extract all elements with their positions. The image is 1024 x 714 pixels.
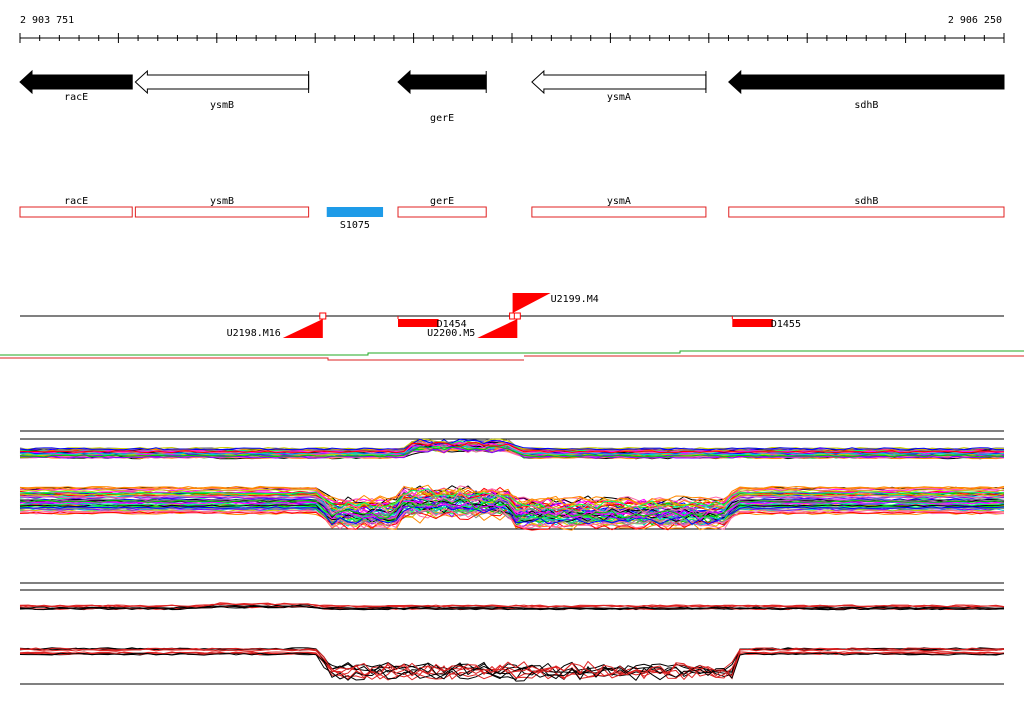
annotation-label: gerE [430, 196, 454, 207]
feature-track: S1075 [326, 207, 384, 231]
gene-label: ysmA [607, 92, 631, 103]
coverage-track [0, 350, 1024, 361]
expression-line [19, 444, 1004, 456]
annotation-track: racE ysmB gerE ysmA sdhB [19, 196, 1005, 218]
expression-line [19, 488, 1005, 512]
marker-U2200.M5[interactable] [477, 319, 518, 338]
expression-profile-panel-bottom [19, 582, 1005, 685]
gene-arrow-ysmB[interactable] [134, 69, 310, 95]
expression-line [19, 602, 1005, 608]
end-coordinate: 2 906 250 [948, 15, 1002, 26]
gene-label: gerE [430, 113, 454, 124]
expression-profile-panel-top [19, 430, 1005, 531]
expression-line [19, 651, 1005, 681]
gene-arrow-sdhB[interactable] [728, 69, 1005, 95]
gene-track: racE ysmB gerE ysmA sdhB [19, 69, 1005, 124]
marker-U2199.M4[interactable] [512, 293, 551, 313]
expression-line [19, 507, 1005, 529]
expression-line [19, 651, 1005, 680]
annotation-label: sdhB [854, 196, 878, 207]
gene-arrow-racE[interactable] [19, 69, 133, 95]
feature-label: S1075 [340, 220, 370, 231]
expression-line [19, 486, 1005, 509]
expression-line [19, 502, 1005, 523]
marker-D1454[interactable] [398, 319, 439, 327]
gene-label: ysmB [210, 100, 234, 111]
expression-line [19, 438, 1004, 451]
marker-label: D1455 [771, 319, 801, 330]
annotation-label: ysmB [210, 196, 234, 207]
expression-line [19, 488, 1005, 511]
expression-line [19, 652, 1005, 682]
marker-label: U2200.M5 [427, 328, 475, 339]
expression-line [19, 490, 1005, 514]
expression-line [19, 491, 1005, 512]
coordinate-ruler [19, 33, 1005, 43]
expression-line [19, 604, 1005, 610]
annotation-box-ysmB[interactable] [134, 206, 310, 218]
marker-anchor [319, 312, 327, 320]
expression-line [19, 498, 1005, 520]
expression-line [19, 605, 1005, 611]
marker-U2198.M16[interactable] [282, 319, 323, 338]
expression-line [19, 442, 1005, 456]
expression-line [19, 439, 1005, 452]
expression-line [19, 504, 1005, 526]
marker-label: D1454 [437, 319, 467, 330]
expression-line [19, 503, 1005, 527]
expression-line [19, 441, 1005, 454]
expression-line [19, 484, 1005, 507]
expression-line [19, 500, 1005, 522]
annotation-label: racE [64, 196, 88, 207]
coverage-line-forward [0, 350, 1024, 356]
marker-anchor [513, 312, 521, 320]
marker-label: U2198.M16 [227, 328, 281, 339]
annotation-box-ysmA[interactable] [531, 206, 707, 218]
gene-label: racE [64, 92, 88, 103]
annotation-box-sdhB[interactable] [728, 206, 1005, 218]
marker-label: U2199.M4 [551, 294, 599, 305]
gene-arrow-ysmA[interactable] [531, 69, 707, 95]
start-coordinate: 2 903 751 [20, 15, 74, 26]
coverage-line-reverse [0, 357, 524, 361]
gene-arrow-gerE[interactable] [397, 69, 487, 95]
expression-line [19, 445, 1005, 458]
annotation-box-racE[interactable] [19, 206, 133, 218]
annotation-label: ysmA [607, 196, 631, 207]
feature-S1075[interactable] [326, 207, 384, 217]
annotation-box-gerE[interactable] [397, 206, 487, 218]
marker-D1455[interactable] [732, 319, 773, 327]
gene-label: sdhB [854, 100, 878, 111]
expression-line [19, 648, 1005, 677]
